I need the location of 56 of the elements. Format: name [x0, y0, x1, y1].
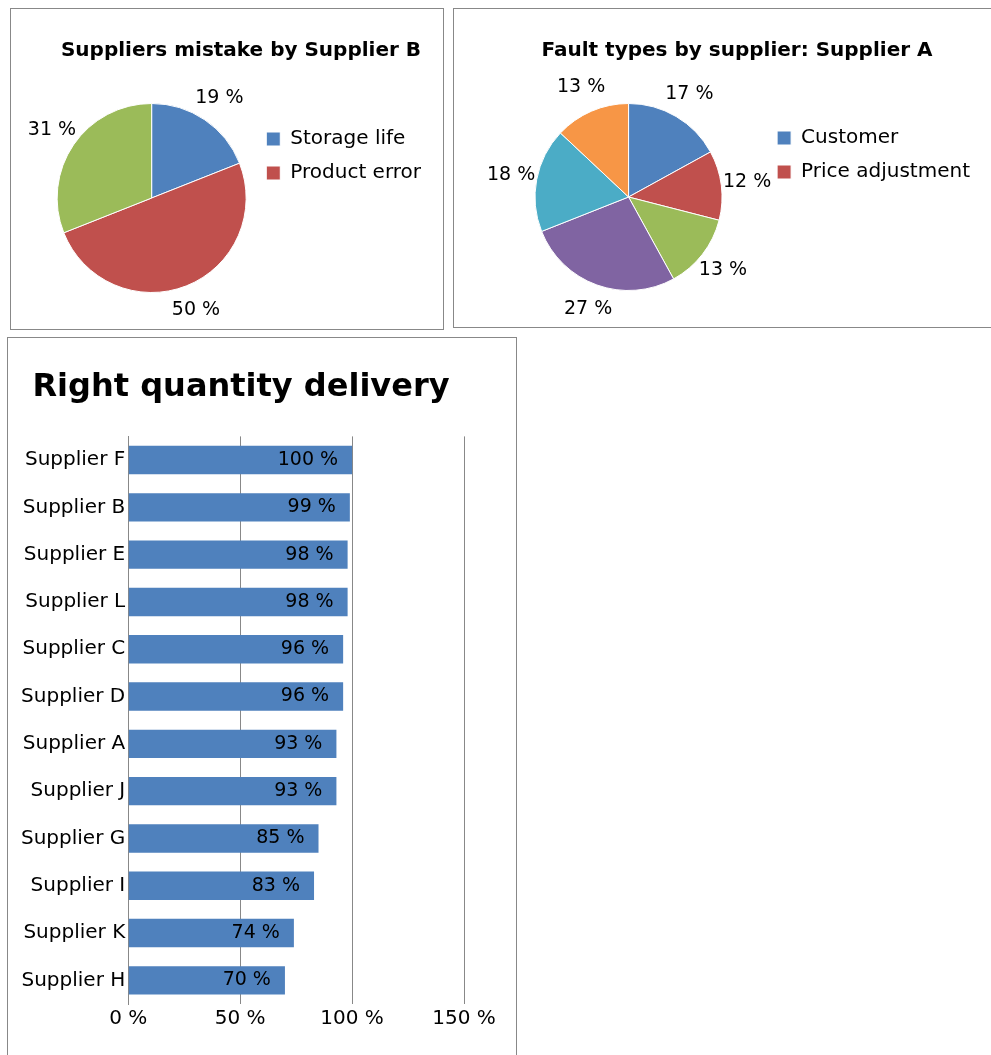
data-label: 93 %: [274, 778, 323, 801]
data-label: 19 %: [195, 85, 244, 108]
bar: [128, 635, 344, 664]
y-tick-label: Supplier B: [22, 493, 126, 518]
data-label: 74 %: [231, 919, 280, 942]
chart-title: Right quantity delivery: [32, 365, 450, 404]
bar: [128, 729, 337, 759]
bar: [128, 493, 350, 522]
y-tick-label: Supplier I: [30, 871, 126, 896]
data-label: 96 %: [280, 636, 330, 659]
data-label: 99 %: [287, 494, 336, 517]
data-label: 98 %: [285, 541, 334, 564]
data-label: 96 %: [280, 683, 330, 706]
x-tick-label: 50 %: [214, 1005, 266, 1030]
data-label: 12 %: [722, 168, 772, 191]
y-tick-label: Supplier L: [25, 588, 127, 613]
bar: [128, 682, 344, 711]
data-label: 83 %: [251, 872, 301, 895]
y-tick-label: Supplier H: [21, 966, 126, 991]
data-label: 50 %: [171, 296, 221, 319]
data-label: 13 %: [556, 74, 606, 97]
bar: [128, 776, 337, 806]
y-tick-label: Supplier A: [22, 730, 126, 755]
legend-label: Price adjustment: [801, 158, 971, 183]
data-label: 31 %: [27, 117, 77, 140]
x-tick-label: 150 %: [432, 1005, 496, 1030]
x-tick-label: 0 %: [109, 1005, 148, 1030]
bar: [128, 966, 285, 995]
y-tick-label: Supplier C: [22, 635, 126, 660]
data-label: 27 %: [563, 296, 613, 319]
legend-label: Product error: [290, 159, 422, 184]
data-label: 93 %: [274, 730, 323, 753]
chart-title: Suppliers mistake by Supplier B: [60, 37, 422, 62]
bar: [128, 871, 315, 900]
data-label: 17 %: [665, 81, 714, 104]
y-tick-label: Supplier G: [20, 824, 126, 849]
data-label: 85 %: [256, 825, 305, 848]
data-label: 13 %: [698, 257, 748, 280]
data-label: 98 %: [285, 588, 334, 611]
data-label: 18 %: [487, 161, 536, 184]
y-tick-label: Supplier K: [23, 919, 127, 944]
data-label: 100 %: [277, 446, 339, 469]
chart-title: Fault types by supplier: Supplier A: [541, 37, 934, 62]
y-tick-label: Supplier E: [23, 540, 126, 565]
y-tick-label: Supplier F: [24, 446, 126, 471]
bar: [128, 587, 348, 617]
x-tick-label: 100 %: [320, 1005, 384, 1030]
legend-label: Storage life: [290, 125, 406, 150]
y-tick-label: Supplier J: [30, 777, 126, 802]
bar: [128, 540, 348, 569]
data-label: 70 %: [222, 967, 271, 990]
legend-label: Customer: [801, 124, 900, 149]
y-tick-label: Supplier D: [21, 682, 126, 707]
bar: [128, 824, 319, 853]
bar: [128, 445, 353, 475]
bar: [128, 918, 294, 948]
